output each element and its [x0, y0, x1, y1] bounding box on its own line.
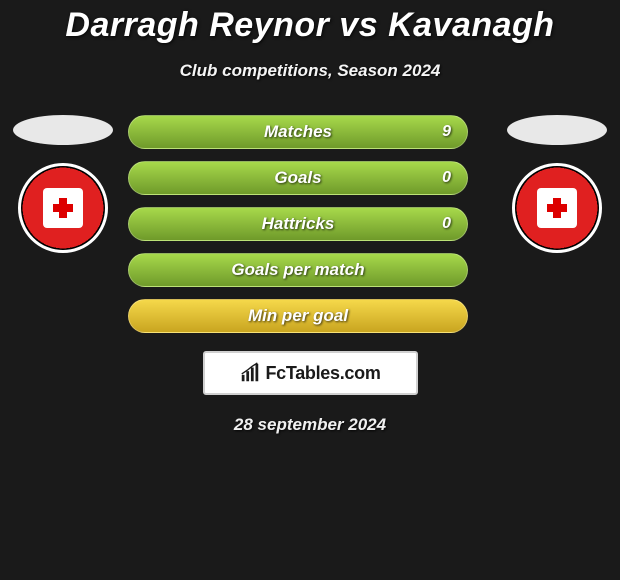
left-player-oval [13, 115, 113, 145]
stat-bar: Goals 0 [128, 161, 468, 195]
stat-bar: Matches 9 [128, 115, 468, 149]
stat-bar-label: Goals [274, 168, 321, 188]
stat-bar-value: 0 [442, 169, 451, 187]
stat-bar-value: 9 [442, 123, 451, 141]
left-club-badge-icon [18, 163, 108, 253]
stat-bar: Goals per match [128, 253, 468, 287]
stat-bar-value: 0 [442, 215, 451, 233]
right-player-column [502, 115, 612, 253]
stat-bar: Hattricks 0 [128, 207, 468, 241]
stat-bar-label: Min per goal [248, 306, 348, 326]
chart-icon [239, 362, 261, 384]
stat-bar-label: Matches [264, 122, 332, 142]
right-player-oval [507, 115, 607, 145]
date-label: 28 september 2024 [0, 415, 620, 435]
stat-bars: Matches 9 Goals 0 Hattricks 0 Goals per match M… [118, 115, 502, 333]
left-player-column [8, 115, 118, 253]
stat-bar: Min per goal [128, 299, 468, 333]
comparison-content: Matches 9 Goals 0 Hattricks 0 Goals per match M… [0, 115, 620, 333]
brand-text: FcTables.com [265, 363, 380, 384]
page-title: Darragh Reynor vs Kavanagh [0, 0, 620, 45]
subtitle: Club competitions, Season 2024 [0, 61, 620, 81]
stat-bar-label: Goals per match [231, 260, 364, 280]
brand-box[interactable]: FcTables.com [203, 351, 418, 395]
stat-bar-label: Hattricks [262, 214, 335, 234]
right-club-badge-icon [512, 163, 602, 253]
